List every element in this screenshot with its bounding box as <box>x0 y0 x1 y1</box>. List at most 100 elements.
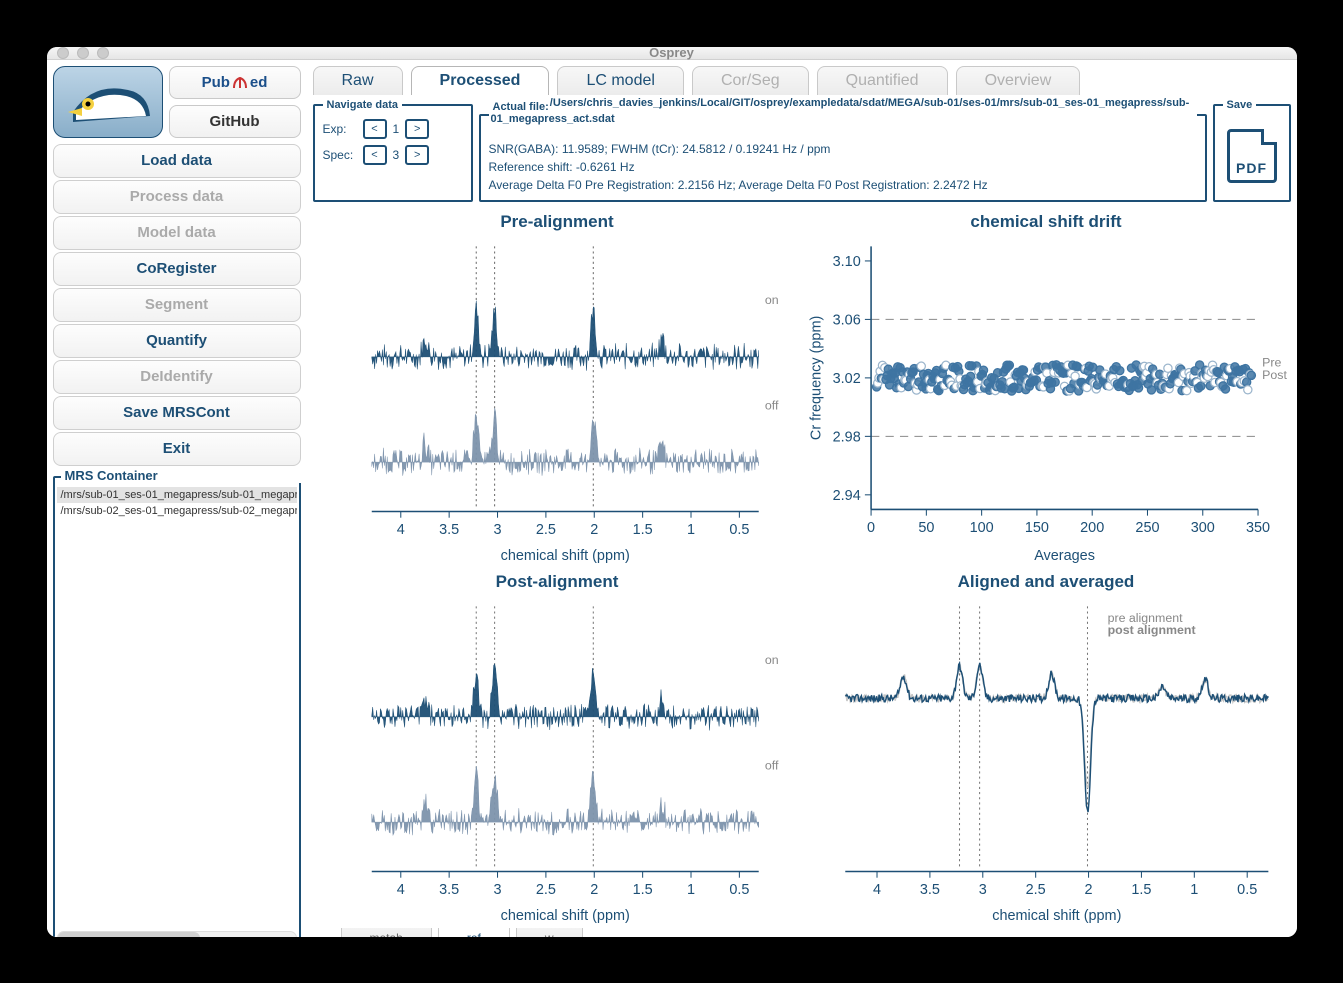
svg-text:100: 100 <box>969 520 993 536</box>
svg-text:chemical shift (ppm): chemical shift (ppm) <box>992 908 1121 924</box>
list-item[interactable]: /mrs/sub-01_ses-01_megapress/sub-01_mega… <box>57 487 297 503</box>
info-line: SNR(GABA): 11.9589; FWHM (tCr): 24.5812 … <box>489 140 1197 158</box>
svg-text:2.94: 2.94 <box>832 487 860 503</box>
svg-text:0.5: 0.5 <box>729 522 749 538</box>
side-button-quantify[interactable]: Quantify <box>53 324 301 358</box>
tab-processed[interactable]: Processed <box>411 66 550 95</box>
side-button-deidentify: DeIdentify <box>53 360 301 394</box>
svg-text:off: off <box>764 758 778 772</box>
side-button-model-data: Model data <box>53 216 301 250</box>
svg-text:1: 1 <box>686 522 694 538</box>
chart-pre: Pre-alignment onoff43.532.521.510.5chemi… <box>315 210 800 566</box>
svg-text:off: off <box>764 398 778 412</box>
svg-text:200: 200 <box>1080 520 1104 536</box>
bottom-tabs: metab refw <box>307 926 1297 937</box>
navigate-data: Navigate data Exp: < 1 > Spec: < 3 > <box>313 99 473 202</box>
side-button-coregister[interactable]: CoRegister <box>53 252 301 286</box>
svg-text:2: 2 <box>590 522 598 538</box>
svg-text:0.5: 0.5 <box>729 882 749 898</box>
mrs-list[interactable]: /mrs/sub-01_ses-01_megapress/sub-01_mega… <box>55 487 299 519</box>
spec-next-button[interactable]: > <box>405 145 429 165</box>
svg-text:Cr frequency (ppm): Cr frequency (ppm) <box>808 315 824 439</box>
github-link[interactable]: GitHub <box>169 105 301 138</box>
side-button-segment: Segment <box>53 288 301 322</box>
svg-text:2.98: 2.98 <box>832 429 860 445</box>
exp-value: 1 <box>393 122 400 136</box>
svg-text:3: 3 <box>493 882 501 898</box>
exp-label: Exp: <box>323 122 357 136</box>
svg-text:3.10: 3.10 <box>832 254 860 270</box>
svg-text:3: 3 <box>493 522 501 538</box>
svg-text:Post: Post <box>1262 367 1287 381</box>
spec-prev-button[interactable]: < <box>363 145 387 165</box>
svg-text:2.5: 2.5 <box>535 882 555 898</box>
svg-text:350: 350 <box>1245 520 1269 536</box>
side-button-load-data[interactable]: Load data <box>53 144 301 178</box>
svg-text:1.5: 1.5 <box>632 522 652 538</box>
info-line: Average Delta F0 Pre Registration: 2.215… <box>489 176 1197 194</box>
file-info: Actual file: /Users/chris_davies_jenkins… <box>479 99 1207 202</box>
charts-grid: Pre-alignment onoff43.532.521.510.5chemi… <box>307 206 1297 926</box>
svg-text:50: 50 <box>918 520 934 536</box>
svg-text:on: on <box>764 293 778 307</box>
svg-text:0.5: 0.5 <box>1237 882 1257 898</box>
svg-text:3.06: 3.06 <box>832 312 860 328</box>
svg-text:4: 4 <box>396 522 404 538</box>
tab-raw[interactable]: Raw <box>313 66 403 95</box>
main-panel: Raw ProcessedLC model Cor/Seg Quantified Ove… <box>307 60 1297 937</box>
chart-aligned: Aligned and averaged pre alignmentpost a… <box>804 570 1289 926</box>
svg-text:chemical shift (ppm): chemical shift (ppm) <box>500 908 629 924</box>
titlebar: Osprey <box>47 47 1297 60</box>
exp-prev-button[interactable]: < <box>363 119 387 139</box>
svg-text:250: 250 <box>1135 520 1159 536</box>
svg-text:2.5: 2.5 <box>1025 882 1045 898</box>
spec-value: 3 <box>393 148 400 162</box>
svg-text:1.5: 1.5 <box>632 882 652 898</box>
chart-post: Post-alignment onoff43.532.521.510.5chem… <box>315 570 800 926</box>
svg-text:0: 0 <box>867 520 875 536</box>
top-tabs: Raw ProcessedLC model Cor/Seg Quantified Ove… <box>307 60 1297 95</box>
svg-text:3: 3 <box>978 882 986 898</box>
svg-text:chemical shift (ppm): chemical shift (ppm) <box>500 548 629 564</box>
side-button-exit[interactable]: Exit <box>53 432 301 466</box>
side-button-save-mrscont[interactable]: Save MRSCont <box>53 396 301 430</box>
btab-ref[interactable]: ref <box>438 928 510 937</box>
svg-text:3.5: 3.5 <box>439 882 459 898</box>
svg-text:300: 300 <box>1190 520 1214 536</box>
svg-text:on: on <box>764 653 778 667</box>
spec-label: Spec: <box>323 148 357 162</box>
chart-drift: chemical shift drift PrePost050100150200… <box>804 210 1289 566</box>
tab-quantified: Quantified <box>817 66 948 95</box>
btab-w[interactable]: w <box>516 928 583 937</box>
svg-text:2: 2 <box>1084 882 1092 898</box>
svg-text:1.5: 1.5 <box>1131 882 1151 898</box>
exp-next-button[interactable]: > <box>405 119 429 139</box>
mrs-container: MRS Container /mrs/sub-01_ses-01_megapre… <box>53 476 301 937</box>
app-logo <box>53 66 163 138</box>
pubmed-link[interactable]: Pubed <box>169 66 301 99</box>
window-title: Osprey <box>47 47 1297 61</box>
btab-metab[interactable]: metab <box>341 928 432 937</box>
tab-corseg: Cor/Seg <box>692 66 809 95</box>
svg-text:2: 2 <box>590 882 598 898</box>
svg-text:1: 1 <box>1190 882 1198 898</box>
tab-overview: Overview <box>956 66 1081 95</box>
svg-text:3.5: 3.5 <box>439 522 459 538</box>
sidebar: Pubed GitHub Load dataProcess dataModel … <box>47 60 307 937</box>
svg-text:3.5: 3.5 <box>919 882 939 898</box>
app-window: Osprey Pubed GitHu <box>47 47 1297 937</box>
scrollbar[interactable] <box>57 931 297 937</box>
save-pdf-button[interactable]: PDF <box>1227 129 1277 183</box>
svg-text:1: 1 <box>686 882 694 898</box>
svg-text:3.02: 3.02 <box>832 371 860 387</box>
info-line: Reference shift: -0.6261 Hz <box>489 158 1197 176</box>
svg-text:150: 150 <box>1024 520 1048 536</box>
mrs-container-title: MRS Container <box>61 468 305 483</box>
save-box: Save PDF <box>1213 99 1291 202</box>
svg-text:4: 4 <box>872 882 880 898</box>
svg-text:Averages: Averages <box>1034 548 1095 564</box>
svg-text:4: 4 <box>396 882 404 898</box>
side-button-process-data: Process data <box>53 180 301 214</box>
list-item[interactable]: /mrs/sub-02_ses-01_megapress/sub-02_mega… <box>57 503 297 519</box>
tab-lcmodel[interactable]: LC model <box>557 66 683 95</box>
